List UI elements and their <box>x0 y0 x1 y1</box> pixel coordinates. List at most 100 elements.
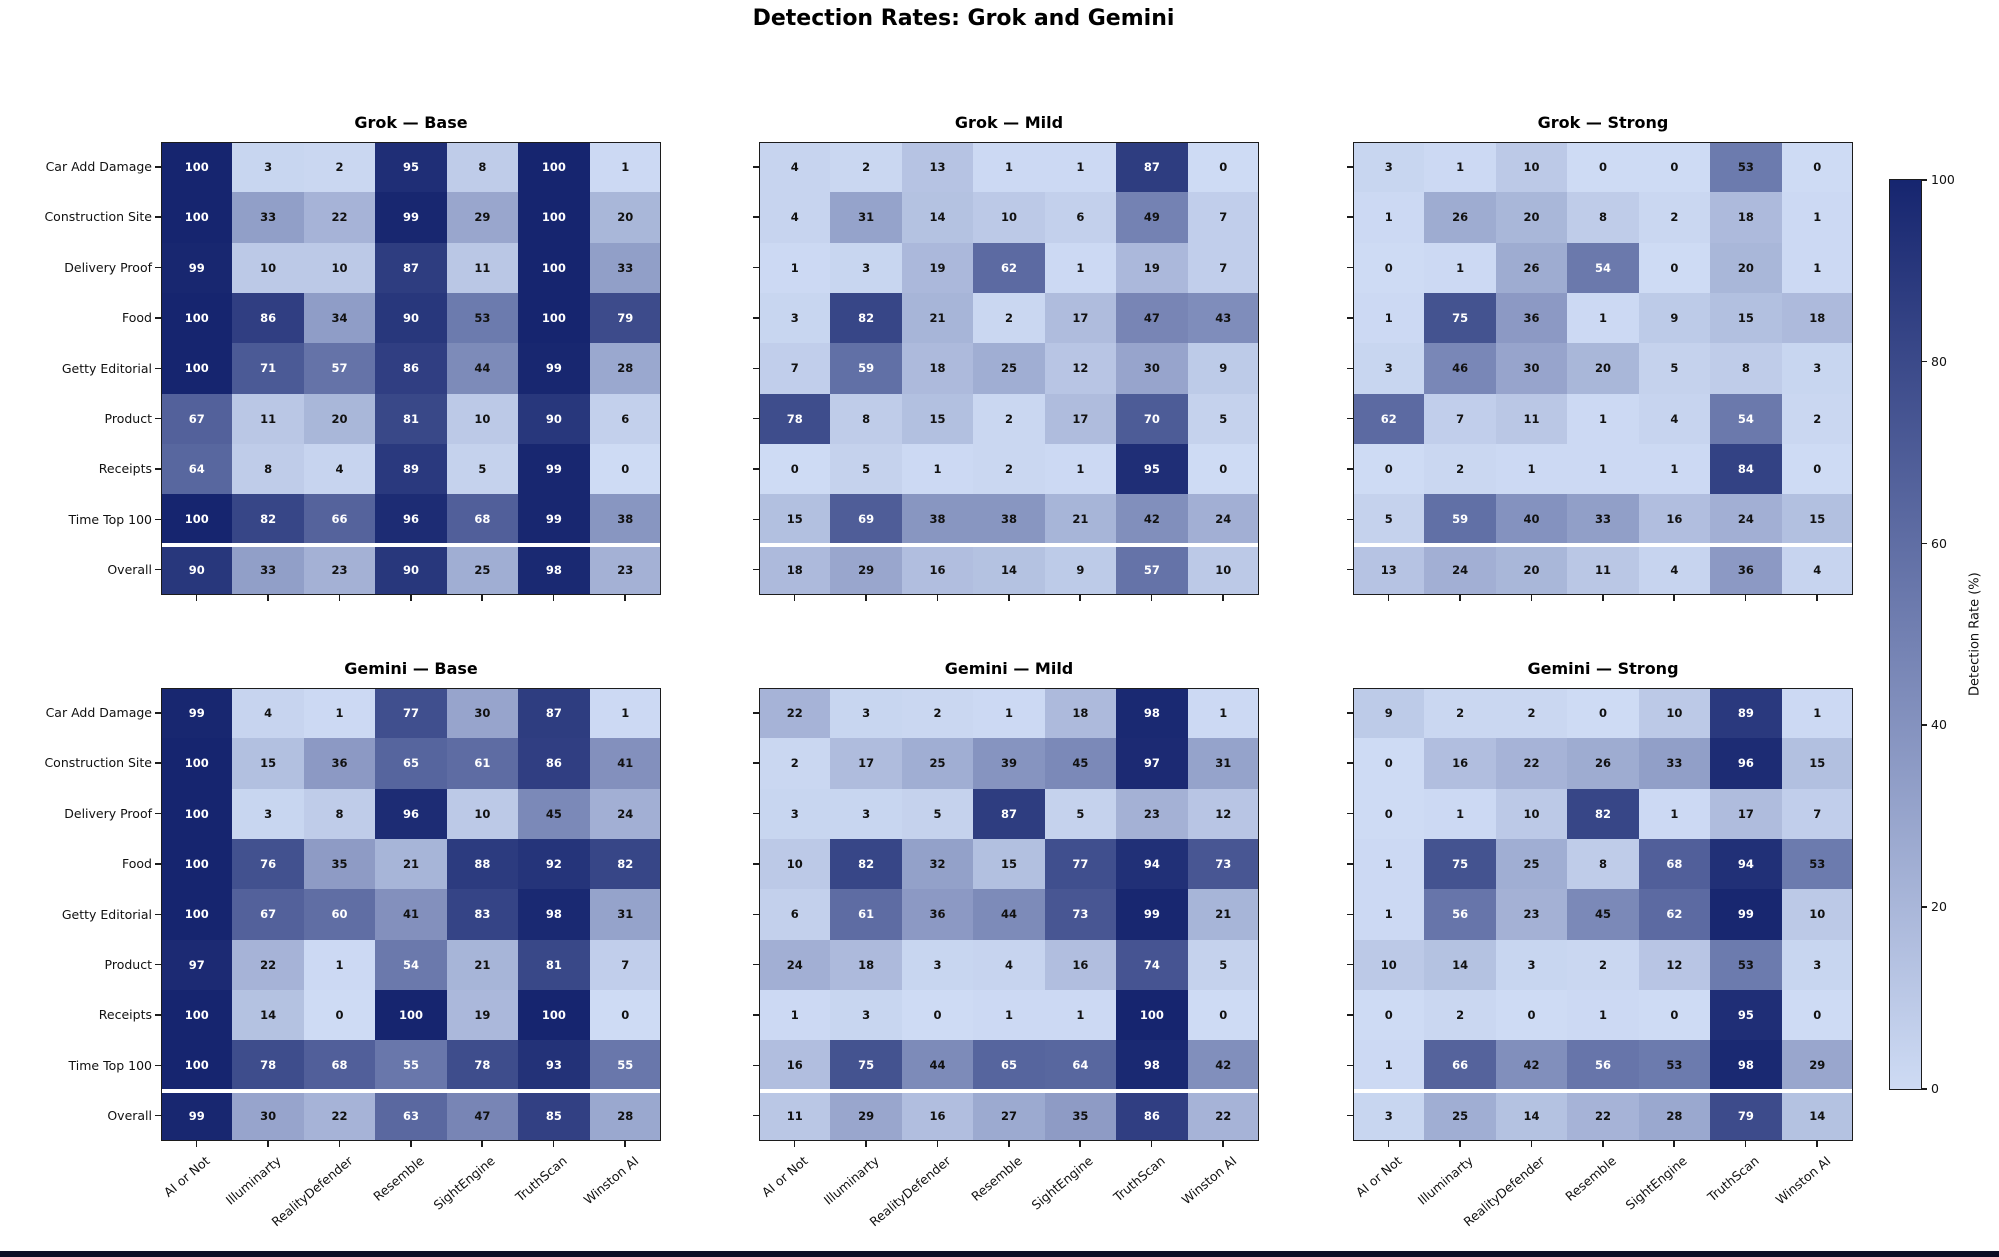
column-label: Illuminarty <box>222 1153 284 1208</box>
heatmap-cell: 2 <box>1567 939 1639 990</box>
heatmap-cell: 14 <box>232 989 304 1041</box>
heatmap-cell: 16 <box>759 1040 831 1091</box>
heatmap-cell: 73 <box>1187 838 1259 890</box>
heatmap-cell: 86 <box>518 738 590 789</box>
heatmap-cell: 82 <box>830 292 902 344</box>
heatmap-cell: 2 <box>973 443 1045 495</box>
heatmap-cell: 3 <box>1781 939 1853 990</box>
heatmap-cell: 1 <box>1187 688 1259 739</box>
heatmap-cell: 16 <box>1638 494 1711 545</box>
row-label: Product <box>104 956 152 972</box>
column-label: TruthScan <box>1110 1153 1168 1205</box>
overall-separator <box>161 1088 661 1093</box>
heatmap-cell: 11 <box>232 393 304 444</box>
heatmap-cell: 53 <box>1710 142 1782 193</box>
heatmap-cell: 64 <box>161 443 233 495</box>
heatmap-cell: 57 <box>303 343 376 394</box>
heatmap-cell: 77 <box>1044 838 1117 890</box>
heatmap-cell: 22 <box>1567 1090 1639 1141</box>
heatmap-cell: 1 <box>1353 838 1425 890</box>
heatmap-cell: 90 <box>375 292 447 344</box>
heatmap-cell: 10 <box>973 192 1045 243</box>
heatmap-cell: 18 <box>759 544 831 595</box>
heatmap-cell: 53 <box>1710 939 1782 990</box>
heatmap-cell: 25 <box>446 544 519 595</box>
heatmap-gemini-base: 99 4 1 77 30 87 1 100 15 36 65 61 86 41 100 3 8 96 10 45 24 1… <box>44 688 661 1229</box>
heatmap-cell: 81 <box>518 939 590 990</box>
heatmap-cell: 100 <box>161 494 233 545</box>
heatmap-cell: 53 <box>446 292 519 344</box>
heatmap-cell: 5 <box>1353 494 1425 545</box>
heatmap-cell: 100 <box>518 292 590 344</box>
heatmap-cell: 100 <box>518 989 590 1041</box>
heatmap-cell: 1 <box>1567 443 1639 495</box>
heatmap-cells: 4 2 13 1 1 87 0 4 31 14 10 6 49 7 1 3 19 62 1 19 7 3 82 21 2 17 47… <box>759 142 1259 595</box>
row-label: Overall <box>107 561 152 577</box>
bottom-edge-bar <box>0 1251 1999 1257</box>
heatmap-cell: 42 <box>1116 494 1188 545</box>
heatmap-cell: 6 <box>589 393 661 444</box>
heatmap-cell: 0 <box>1638 242 1711 293</box>
heatmap-cell: 100 <box>161 142 233 193</box>
heatmap-cell: 79 <box>1710 1090 1782 1141</box>
heatmap-cell: 1 <box>1044 142 1117 193</box>
heatmap-cell: 53 <box>1781 838 1853 890</box>
row-label: Construction Site <box>44 209 152 225</box>
heatmap-cells: 3 1 10 0 0 53 0 1 26 20 8 2 18 1 0 1 26 54 0 20 1 1 75 36 1 9 15 18… <box>1353 142 1853 595</box>
x-tick <box>338 1141 341 1147</box>
heatmap-cell: 100 <box>161 788 233 839</box>
heatmap-cell: 17 <box>1044 393 1117 444</box>
heatmap-cell: 62 <box>973 242 1045 293</box>
column-label: Resemble <box>370 1153 427 1204</box>
row-label: Food <box>122 310 152 326</box>
heatmap-cell: 0 <box>589 443 661 495</box>
row-label: Receipts <box>98 1007 152 1023</box>
heatmap-cell: 5 <box>1044 788 1117 839</box>
heatmap-cell: 95 <box>1710 989 1782 1041</box>
heatmap-cell: 29 <box>1781 1040 1853 1091</box>
heatmap-panel-grok-base: Grok — Base 100 3 2 95 8 100 1 100 33 22 99 29 100 20… <box>44 113 661 601</box>
heatmap-cell: 9 <box>1353 688 1425 739</box>
x-tick <box>624 595 626 601</box>
heatmap-cell: 15 <box>232 738 304 789</box>
row-label: Car Add Damage <box>45 159 152 175</box>
column-label: TruthScan <box>512 1153 570 1205</box>
heatmap-cell: 1 <box>1044 242 1117 293</box>
heatmap-cell: 77 <box>375 688 447 739</box>
heatmap-cell: 61 <box>830 889 902 940</box>
column-label: Illuminarty <box>1414 1153 1476 1208</box>
heatmap-cell: 75 <box>1424 292 1496 344</box>
heatmap-cell: 20 <box>303 393 376 444</box>
heatmap-cell: 90 <box>161 544 233 595</box>
overall-separator <box>759 1088 1259 1093</box>
column-label: Winston AI <box>1772 1153 1833 1208</box>
heatmap-cell: 18 <box>1710 192 1782 243</box>
heatmap-cell: 4 <box>1638 393 1711 444</box>
heatmap-cell: 59 <box>830 343 902 394</box>
heatmap-cell: 21 <box>901 292 974 344</box>
heatmap-cell: 1 <box>1424 788 1496 839</box>
heatmap-cell: 10 <box>1495 788 1568 839</box>
heatmap-cell: 23 <box>1116 788 1188 839</box>
row-label: Receipts <box>98 461 152 477</box>
x-tick <box>1387 595 1390 601</box>
heatmap-cell: 14 <box>973 544 1045 595</box>
row-label: Product <box>104 410 152 426</box>
x-tick <box>1387 1141 1390 1147</box>
heatmap-cell: 30 <box>1495 343 1568 394</box>
x-tick <box>1008 1141 1010 1147</box>
heatmap-cell: 39 <box>973 738 1045 789</box>
heatmap-cell: 1 <box>1353 192 1425 243</box>
heatmap-cell: 29 <box>446 192 519 243</box>
heatmap-cell: 1 <box>759 242 831 293</box>
heatmap-cell: 45 <box>1044 738 1117 789</box>
heatmap-cell: 3 <box>830 788 902 839</box>
column-label: Resemble <box>1562 1153 1619 1204</box>
heatmap-cell: 99 <box>375 192 447 243</box>
heatmap-cell: 29 <box>830 1090 902 1141</box>
heatmap-cell: 1 <box>1567 989 1639 1041</box>
heatmap-cell: 20 <box>1710 242 1782 293</box>
heatmap-cell: 96 <box>375 788 447 839</box>
heatmap-cell: 83 <box>446 889 519 940</box>
heatmap-cell: 2 <box>1495 688 1568 739</box>
